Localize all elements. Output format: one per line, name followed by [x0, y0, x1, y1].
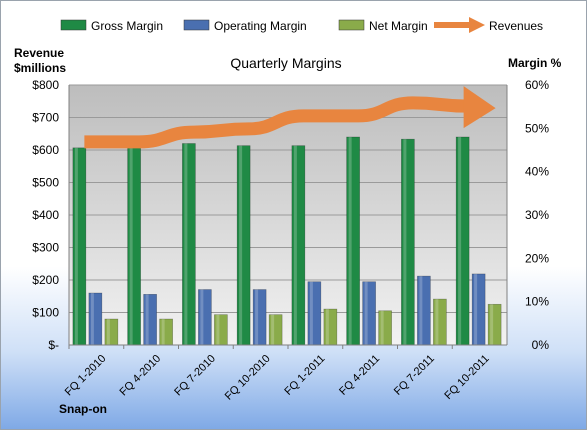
left-axis-label-line1: Revenue [14, 46, 64, 60]
bar-gross-margin [127, 147, 141, 346]
bar-gross-margin-highlight [129, 147, 133, 345]
bar-net-margin-highlight [435, 299, 439, 345]
bar-net-margin [323, 308, 338, 346]
left-tick-label: $200 [32, 273, 59, 287]
bar-operating-margin-highlight [90, 293, 94, 345]
bar-operating-margin [198, 289, 212, 346]
bar-net-margin [214, 314, 228, 346]
legend-label-gross-margin: Gross Margin [91, 19, 163, 33]
left-tick-label: $600 [32, 143, 59, 157]
x-tick-label: FQ 1-2011 [282, 353, 327, 398]
bar-net-margin-highlight [106, 319, 110, 345]
bar-operating-margin [252, 289, 267, 346]
revenue-line [84, 96, 468, 149]
bar-gross-margin-highlight [239, 145, 243, 345]
x-tick-label: FQ 4-2010 [118, 353, 164, 399]
bar-operating-margin-highlight [474, 273, 478, 345]
legend-swatch-gross-margin [60, 19, 87, 31]
bar-net-margin [433, 298, 447, 346]
bar-net-margin-highlight [161, 319, 165, 345]
legend-swatch-net-margin [338, 19, 365, 31]
left-tick-label: $400 [32, 208, 59, 222]
bar-gross-margin [401, 138, 415, 346]
legend-label-operating-margin: Operating Margin [214, 19, 307, 33]
bar-net-margin-highlight [271, 314, 275, 345]
bar-operating-margin-highlight [145, 294, 149, 345]
bar-gross-margin [346, 136, 360, 346]
bar-operating-margin [417, 275, 431, 346]
bar-gross-margin-highlight [348, 137, 352, 345]
bar-gross-margin [236, 145, 251, 346]
x-tick-label: FQ 7-2010 [172, 353, 218, 399]
bar-gross-margin [455, 136, 470, 346]
bar-operating-margin-highlight [364, 281, 368, 345]
right-tick-label: 50% [525, 121, 549, 135]
bar-gross-margin [72, 147, 87, 346]
bars-group [72, 136, 502, 346]
bar-net-margin-highlight [216, 314, 220, 345]
bar-net-margin-highlight [380, 310, 384, 345]
bar-gross-margin-highlight [184, 143, 188, 345]
revenue-series [84, 86, 496, 149]
x-tick-label: FQ 10-2010 [223, 353, 273, 403]
legend-swatch-revenues-arrowhead [469, 17, 485, 33]
legend: Gross Margin Operating Margin Net Margin… [60, 17, 543, 33]
bar-gross-margin [291, 145, 306, 346]
left-tick-label: $500 [32, 176, 59, 190]
right-tick-label: 0% [532, 338, 550, 352]
bar-net-margin-highlight [325, 309, 329, 345]
x-tick-label: FQ 10-2011 [442, 353, 491, 402]
legend-swatch-operating-margin [183, 19, 210, 31]
legend-label-net-margin: Net Margin [369, 19, 428, 33]
right-tick-label: 40% [525, 165, 549, 179]
bar-operating-margin [143, 293, 157, 346]
right-axis-label: Margin % [508, 56, 562, 70]
right-tick-label: 20% [525, 251, 549, 265]
bar-gross-margin-highlight [458, 137, 462, 345]
left-tick-label: $300 [32, 241, 59, 255]
bar-operating-margin [362, 281, 376, 346]
x-tick-label: FQ 4-2011 [337, 353, 382, 398]
revenue-arrowhead [463, 86, 496, 129]
bar-net-margin [104, 318, 119, 346]
bar-operating-margin-highlight [419, 276, 423, 345]
right-tick-label: 60% [525, 78, 549, 92]
bar-operating-margin [307, 281, 322, 346]
bar-gross-margin-highlight [293, 145, 297, 345]
left-tick-label: $100 [32, 306, 59, 320]
left-tick-label: $- [48, 338, 59, 352]
bar-operating-margin [88, 292, 103, 346]
source-label: Snap-on [59, 402, 107, 416]
bar-net-margin [268, 314, 283, 346]
x-tick-label: FQ 7-2011 [392, 353, 437, 398]
x-tick-label: FQ 1-2010 [63, 353, 109, 399]
bar-net-margin [159, 318, 173, 346]
bar-gross-margin-highlight [403, 139, 407, 345]
legend-label-revenues: Revenues [489, 19, 543, 33]
bar-net-margin [487, 303, 502, 346]
chart-title: Quarterly Margins [230, 55, 341, 71]
bar-net-margin [378, 310, 392, 346]
right-tick-label: 10% [525, 295, 549, 309]
left-tick-label: $700 [32, 111, 59, 125]
bar-operating-margin [471, 273, 486, 346]
bar-operating-margin-highlight [200, 289, 204, 345]
bar-gross-margin [182, 143, 196, 346]
right-tick-label: 30% [525, 208, 549, 222]
bar-operating-margin-highlight [255, 289, 259, 345]
bar-net-margin-highlight [490, 304, 494, 345]
left-tick-label: $800 [32, 78, 59, 92]
left-axis-label-line2: $millions [14, 61, 66, 75]
bar-gross-margin-highlight [74, 147, 78, 345]
bar-operating-margin-highlight [309, 281, 313, 345]
